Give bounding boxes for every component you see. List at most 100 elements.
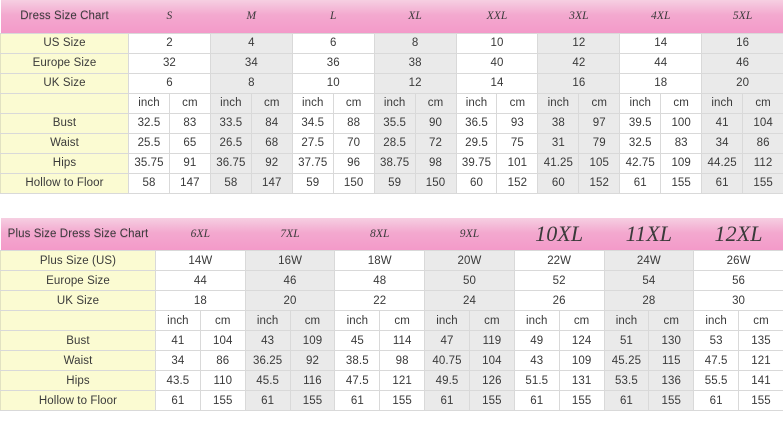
unit-inch-header: inch (603, 310, 650, 331)
cell-value: 49 (513, 330, 560, 351)
cell-value: 51.5 (513, 370, 560, 391)
cell-value: 45.25 (603, 350, 650, 371)
size-header-3xl: 3XL (537, 0, 620, 33)
cell-value: 155 (468, 390, 515, 411)
cell-value: 24 (424, 290, 515, 311)
cell-value: 112 (742, 152, 783, 174)
size-header-xxl: XXL (456, 0, 538, 33)
cell-value: 109 (660, 152, 703, 174)
unit-cm-header: cm (738, 310, 783, 331)
cell-value: 45.5 (244, 370, 291, 391)
plus-size-dress-size-chart-table: Plus Size Dress Size Chart 6XL 7XL 8XL 9XL 10… (0, 217, 783, 411)
cell-value: 130 (648, 330, 695, 351)
cell-value: 155 (558, 390, 605, 411)
size-header-11xl: 11XL (604, 217, 694, 251)
cell-value: 105 (578, 152, 621, 174)
cell-value: 150 (414, 172, 457, 194)
cell-value: 33.5 (209, 112, 252, 134)
cell-value: 155 (379, 390, 426, 411)
unit-inch-header: inch (155, 310, 201, 331)
cell-value: 34 (701, 132, 744, 154)
cell-value: 10 (291, 72, 375, 94)
cell-value: 91 (168, 152, 211, 174)
table-row: Europe Size 32 34 36 38 40 42 44 46 (0, 52, 783, 74)
cell-value: 51 (603, 330, 650, 351)
cell-value: 104 (468, 350, 515, 371)
unit-row-label (0, 310, 156, 331)
cell-value: 45 (334, 330, 381, 351)
cell-value: 152 (496, 172, 539, 194)
cell-value: 155 (648, 390, 695, 411)
cell-value: 36.5 (455, 112, 498, 134)
cell-value: 43 (513, 350, 560, 371)
unit-cm-header: cm (496, 92, 539, 114)
cell-value: 26W (693, 250, 783, 271)
cell-value: 46 (244, 270, 336, 291)
cell-value: 109 (289, 330, 336, 351)
unit-cm-header: cm (332, 92, 375, 114)
cell-value: 86 (199, 350, 246, 371)
cell-value: 4 (209, 32, 293, 54)
cell-value: 54 (603, 270, 695, 291)
row-label: Plus Size (US) (0, 250, 156, 271)
chart-header-row: Plus Size Dress Size Chart 6XL 7XL 8XL 9XL 10… (0, 217, 783, 251)
cell-value: 86 (742, 132, 783, 154)
unit-cm-header: cm (558, 310, 605, 331)
cell-value: 31 (537, 132, 580, 154)
cell-value: 2 (128, 32, 211, 54)
cell-value: 155 (738, 390, 783, 411)
table-row: UK Size 18 20 22 24 26 28 30 (0, 290, 783, 311)
cell-value: 56 (693, 270, 783, 291)
cell-value: 119 (468, 330, 515, 351)
cell-value: 98 (414, 152, 457, 174)
cell-value: 34 (155, 350, 201, 371)
cell-value: 131 (558, 370, 605, 391)
cell-value: 47.5 (693, 350, 740, 371)
cell-value: 98 (379, 350, 426, 371)
unit-inch-header: inch (244, 310, 291, 331)
cell-value: 29.5 (455, 132, 498, 154)
cell-value: 150 (332, 172, 375, 194)
cell-value: 25.5 (128, 132, 170, 154)
table-row: Hollow to Floor 58 147 58 147 59 150 59 150 60 152… (0, 172, 783, 194)
cell-value: 16 (701, 32, 783, 54)
cell-value: 36.25 (244, 350, 291, 371)
cell-value: 90 (414, 112, 457, 134)
cell-value: 41 (155, 330, 201, 351)
cell-value: 6 (128, 72, 211, 94)
cell-value: 14 (619, 32, 703, 54)
unit-cm-header: cm (289, 310, 336, 331)
cell-value: 18W (334, 250, 426, 271)
cell-value: 40.75 (424, 350, 470, 371)
cell-value: 61 (701, 172, 744, 194)
chart-title: Dress Size Chart (0, 0, 129, 33)
cell-value: 14W (155, 250, 246, 271)
unit-inch-header: inch (693, 310, 740, 331)
cell-value: 14 (455, 72, 539, 94)
row-label: Waist (0, 350, 156, 371)
cell-value: 136 (648, 370, 695, 391)
size-header-m: M (210, 0, 293, 33)
unit-cm-header: cm (660, 92, 703, 114)
cell-value: 65 (168, 132, 211, 154)
cell-value: 70 (332, 132, 375, 154)
cell-value: 155 (660, 172, 703, 194)
cell-value: 36 (291, 52, 375, 74)
cell-value: 38.5 (334, 350, 381, 371)
table-row: Bust 41 104 43 109 45 114 47 119 49 124 51 130 53 135 (0, 330, 783, 351)
cell-value: 109 (558, 350, 605, 371)
cell-value: 58 (128, 172, 170, 194)
unit-row: inch cm inch cm inch cm inch cm inch cm inch cm inch… (0, 92, 783, 114)
cell-value: 34.5 (291, 112, 334, 134)
cell-value: 16W (244, 250, 336, 271)
cell-value: 47 (424, 330, 470, 351)
cell-value: 28.5 (373, 132, 416, 154)
cell-value: 12 (537, 32, 621, 54)
cell-value: 155 (289, 390, 336, 411)
cell-value: 22 (334, 290, 426, 311)
cell-value: 38 (373, 52, 457, 74)
table-separator (0, 193, 783, 218)
unit-cm-header: cm (742, 92, 783, 114)
cell-value: 26.5 (209, 132, 252, 154)
cell-value: 42.75 (619, 152, 662, 174)
